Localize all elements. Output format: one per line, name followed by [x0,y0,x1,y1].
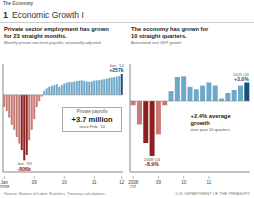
svg-text:Q2: Q2 [130,185,137,188]
html-text:Economic Growth I: Economic Growth I [12,10,84,20]
svg-text:09: 09 [32,180,38,185]
html-text:for 23 straight months.: for 23 straight months. [4,33,67,39]
html-text:Private payrolls: Private payrolls [76,109,108,115]
html-text:Source: Bureau of Labor Statis: Source: Bureau of Labor Statistics, Trea… [4,191,106,196]
html-text:10 straight quarters.: 10 straight quarters. [131,33,187,39]
svg-text:-806k: -806k [18,166,31,172]
svg-text:10: 10 [62,180,68,185]
html-text:U.S. DEPARTMENT OF THE TREASUR: U.S. DEPARTMENT OF THE TREASURY [175,191,250,196]
html-text:Private sector employment has: Private sector employment has grown [4,26,109,32]
svg-text:2008: 2008 [128,180,139,185]
html-text:+3.7 million: +3.7 million [71,115,113,125]
svg-text:11: 11 [207,180,212,185]
svg-text:2008 Q4: 2008 Q4 [144,157,161,162]
svg-text:-8.9%: -8.9% [145,161,159,167]
html-text:since Feb. '10: since Feb. '10 [79,124,106,130]
svg-text:2008: 2008 [8,185,10,188]
html-text:+2.4% average: +2.4% average [190,112,231,119]
html-text:Annualized real GDP growth: Annualized real GDP growth [131,40,182,45]
svg-text:09: 09 [156,180,162,185]
svg-text:+257k: +257k [109,67,124,73]
svg-text:Jan. '12: Jan. '12 [109,63,124,68]
svg-text:12: 12 [119,180,125,185]
svg-text:Jan. '09: Jan. '09 [17,161,32,167]
svg-text:10: 10 [181,180,187,185]
html-text:growth: growth [190,119,210,126]
svg-text:+3.0%: +3.0% [234,76,246,82]
html-text:Monthly private non-farm payro: Monthly private non-farm payrolls, seaso… [4,40,101,45]
html-text:1: 1 [3,10,8,20]
svg-text:11: 11 [92,180,97,185]
html-text:The Economy: The Economy [3,1,34,6]
html-text:The economy has grown for: The economy has grown for [131,26,209,32]
html-text:over past 10 quarters: over past 10 quarters [190,126,231,132]
